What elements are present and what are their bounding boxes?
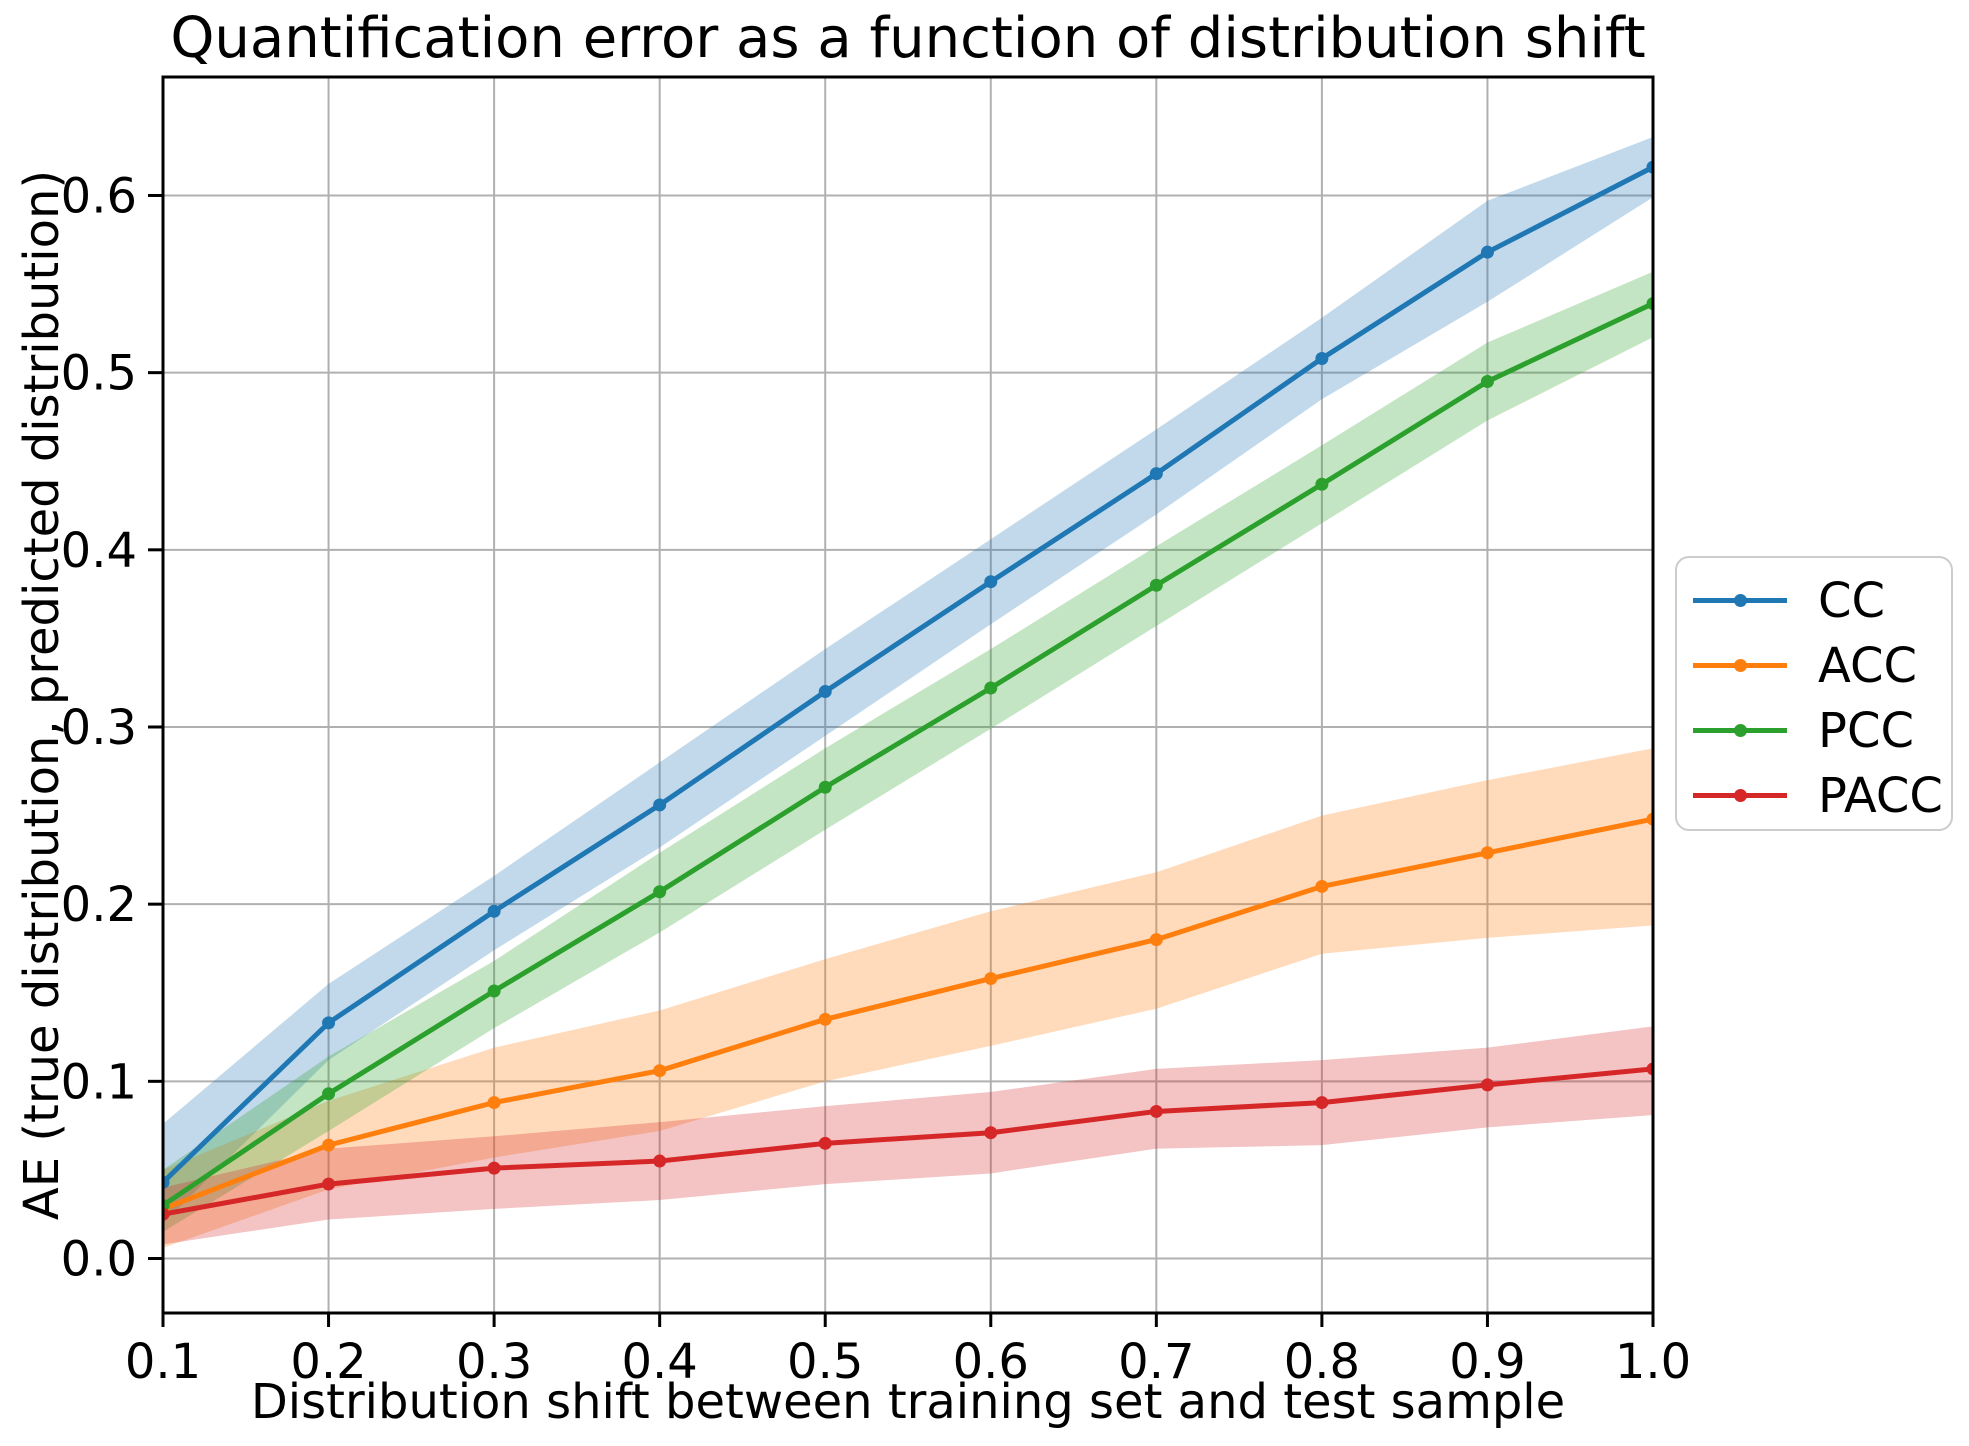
markers-ACC bbox=[163, 812, 1653, 1216]
x-tick-label: 0.5 bbox=[787, 1334, 863, 1390]
grid-lines bbox=[162, 77, 1654, 1313]
data-lines bbox=[163, 160, 1653, 1221]
data-point bbox=[322, 1177, 336, 1191]
line-ACC bbox=[163, 816, 1653, 1212]
x-tick-label: 0.7 bbox=[1118, 1334, 1194, 1390]
data-point bbox=[487, 904, 501, 918]
data-point bbox=[818, 1012, 832, 1026]
legend-line-sample bbox=[1693, 789, 1787, 803]
legend-item-label: ACC bbox=[1818, 637, 1918, 694]
data-point bbox=[653, 1154, 667, 1168]
data-point bbox=[1315, 351, 1329, 365]
data-point bbox=[984, 972, 998, 986]
markers-CC bbox=[163, 160, 1653, 1189]
x-tick-label: 0.4 bbox=[621, 1334, 697, 1390]
legend-item-cc: CC bbox=[1693, 568, 1951, 633]
data-point bbox=[1646, 160, 1653, 174]
data-point bbox=[1149, 933, 1163, 947]
legend-item-pcc: PCC bbox=[1693, 698, 1951, 763]
legend-marker-dot-icon bbox=[1733, 724, 1747, 737]
band-CC bbox=[163, 137, 1653, 1224]
data-point bbox=[1646, 1062, 1653, 1076]
data-point bbox=[1480, 846, 1494, 860]
y-tick-label: 0.4 bbox=[61, 523, 137, 579]
y-tick-label: 0.5 bbox=[61, 346, 137, 402]
x-axis-label: Distribution shift between training set … bbox=[250, 1374, 1566, 1430]
data-point bbox=[163, 1207, 170, 1221]
line-PCC bbox=[163, 301, 1653, 1208]
data-point bbox=[322, 1087, 336, 1101]
data-point bbox=[1315, 1096, 1329, 1110]
data-point bbox=[487, 1096, 501, 1110]
data-point bbox=[487, 984, 501, 998]
x-tick-label: 0.8 bbox=[1284, 1334, 1360, 1390]
data-point bbox=[322, 1016, 336, 1030]
y-tick-label: 0.6 bbox=[61, 168, 137, 224]
data-point bbox=[1480, 245, 1494, 259]
data-point bbox=[1315, 879, 1329, 893]
data-point bbox=[1646, 297, 1653, 311]
x-tick-label: 1.0 bbox=[1615, 1334, 1691, 1390]
data-point bbox=[818, 685, 832, 699]
data-point bbox=[653, 1064, 667, 1078]
data-point bbox=[1149, 1104, 1163, 1118]
data-point bbox=[1315, 477, 1329, 491]
line-PACC bbox=[163, 1066, 1653, 1217]
tick-marks bbox=[148, 193, 1655, 1327]
x-tick-label: 0.2 bbox=[290, 1334, 366, 1390]
data-point bbox=[322, 1138, 336, 1152]
x-tick-label: 0.9 bbox=[1449, 1334, 1525, 1390]
y-axis-label: AE (true distribution, predicted distrib… bbox=[14, 169, 70, 1221]
y-tick-label: 0.1 bbox=[61, 1054, 137, 1110]
data-point bbox=[1149, 578, 1163, 592]
data-point bbox=[984, 1126, 998, 1140]
data-point bbox=[1480, 375, 1494, 389]
y-tick-label: 0.0 bbox=[61, 1232, 137, 1288]
legend-item-label: PCC bbox=[1818, 702, 1914, 759]
markers-PACC bbox=[163, 1062, 1653, 1221]
data-point bbox=[818, 1136, 832, 1150]
data-point bbox=[1480, 1078, 1494, 1092]
axes-spines bbox=[161, 75, 1655, 1315]
band-PACC bbox=[163, 1026, 1653, 1245]
legend-marker-dot-icon bbox=[1733, 594, 1747, 607]
data-point bbox=[1646, 812, 1653, 826]
legend-marker-dot-icon bbox=[1733, 789, 1747, 802]
y-tick-label: 0.2 bbox=[61, 877, 137, 933]
y-tick-labels: 0.0 0.1 0.2 0.3 0.4 0.5 0.6 bbox=[61, 168, 137, 1287]
data-point bbox=[818, 780, 832, 794]
x-tick-label: 0.1 bbox=[125, 1334, 201, 1390]
chart-title: Quantification error as a function of di… bbox=[170, 6, 1646, 71]
legend-marker-dot-icon bbox=[1733, 659, 1747, 672]
legend: CC ACC PCC PACC bbox=[1675, 556, 1953, 831]
data-point bbox=[984, 575, 998, 589]
line-CC bbox=[163, 164, 1653, 1185]
data-point bbox=[653, 885, 667, 899]
x-tick-label: 0.3 bbox=[456, 1334, 532, 1390]
data-point bbox=[163, 1175, 170, 1189]
legend-item-pacc: PACC bbox=[1693, 763, 1951, 828]
x-tick-labels: 0.1 0.2 0.3 0.4 0.5 0.6 0.7 0.8 0.9 1.0 bbox=[125, 1334, 1691, 1390]
legend-item-acc: ACC bbox=[1693, 633, 1951, 698]
legend-item-label: PACC bbox=[1818, 767, 1943, 824]
data-point bbox=[984, 681, 998, 695]
legend-line-sample bbox=[1693, 594, 1787, 608]
markers-PCC bbox=[163, 297, 1653, 1212]
data-point bbox=[653, 798, 667, 812]
legend-line-sample bbox=[1693, 724, 1787, 738]
y-tick-label: 0.3 bbox=[61, 700, 137, 756]
legend-item-label: CC bbox=[1818, 572, 1886, 629]
legend-line-sample bbox=[1693, 659, 1787, 673]
data-point bbox=[487, 1161, 501, 1175]
data-point bbox=[1149, 467, 1163, 481]
x-tick-label: 0.6 bbox=[953, 1334, 1029, 1390]
